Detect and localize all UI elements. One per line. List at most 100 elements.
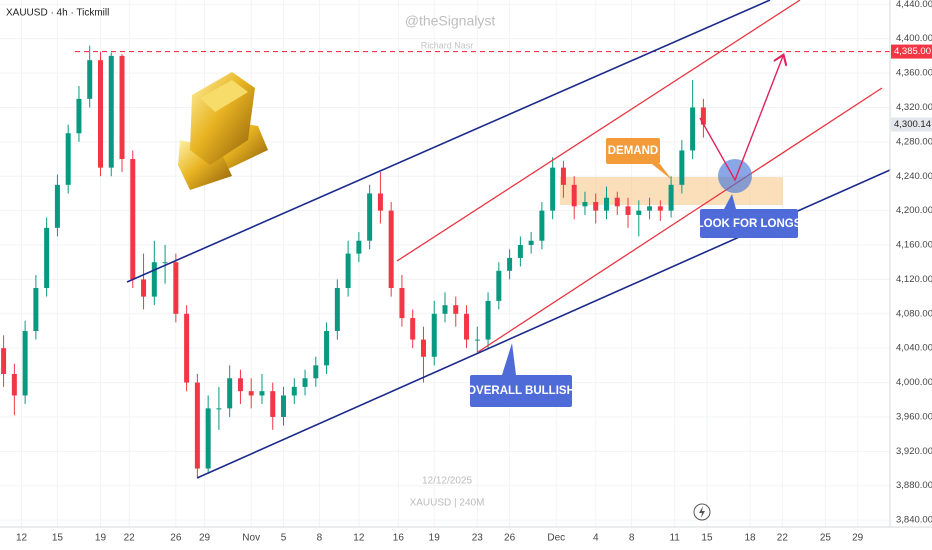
candle-body [668,184,674,211]
candle-body [647,206,653,211]
channel-upper-blue [126,0,771,283]
candle-body [496,270,502,301]
candle-body [54,184,60,228]
x-tick-label: 11 [669,533,680,544]
target-circle [718,159,752,193]
x-tick-label: 22 [777,533,789,544]
candle-body [270,391,276,417]
candle-body [205,408,211,469]
candle-body [33,288,39,331]
candle-body [464,313,470,340]
lightning-icon [693,503,711,521]
channel-upper-red [396,0,801,262]
y-tick-label: 3,960.00 [896,411,932,422]
overall-bullish-label: OVERALL BULLISH [467,343,575,407]
candle-body [76,98,82,134]
date-stamp: 12/12/2025 [422,476,472,487]
y-tick-label: 4,360.00 [896,68,932,79]
y-tick-label: 3,880.00 [896,480,932,491]
symbol-stamp: XAUUSD | 240M [410,498,485,509]
x-tick-label: 19 [429,533,441,544]
candle-layer [1,45,890,478]
y-tick-label: 4,080.00 [896,308,932,319]
candle-body [22,330,28,396]
annotation-text: OVERALL BULLISH [467,385,575,397]
x-tick-label: 22 [124,533,136,544]
candle-body [528,240,534,246]
x-tick-label: 15 [52,533,64,544]
y-tick-label: 4,280.00 [896,136,932,147]
candle-body [259,391,265,396]
candle-body [700,107,706,125]
y-tick-label: 4,240.00 [896,171,932,182]
candle-body [119,55,125,160]
candle-body [108,55,114,168]
candle-body [44,227,50,289]
candle-body [507,257,513,271]
candle-body [324,330,330,366]
candle-body [162,262,168,264]
candle-body [248,391,254,396]
channel-lower-red [477,87,883,353]
candle-body [485,300,491,340]
candle-body [237,378,243,392]
candle-body [194,382,200,469]
y-tick-label: 4,440.00 [896,0,932,10]
y-tick-label: 4,040.00 [896,343,932,354]
y-tick-label: 3,840.00 [896,515,932,526]
candle-body [539,210,545,241]
candle-body [679,150,685,185]
price-label: 4,300.14 [894,119,931,130]
candle-body [313,365,319,379]
candle-body [614,197,620,207]
candle-body [410,318,416,340]
candle-body [517,245,523,258]
candle-body [550,167,556,211]
candle-body [690,107,696,151]
candle-body [571,184,577,207]
x-tick-label: 15 [701,533,713,544]
chart-title: XAUUSD · 4h · Tickmill [6,8,109,19]
annotation-text: DEMAND [608,145,658,157]
axis-layer: 3,840.00 3,880.00 3,920.00 3,960.00 4,000.00… [16,0,932,544]
y-tick-label: 4,120.00 [896,274,932,285]
candle-body [474,339,480,341]
candle-body [442,305,448,314]
candle-body [130,159,136,280]
candle-body [97,60,103,168]
candle-body [560,167,566,185]
candle-body [388,210,394,289]
candle-body [636,210,642,215]
look-for-longs-label: LOOK FOR LONGS [697,194,802,238]
candle-body [603,197,609,211]
x-tick-label: 19 [95,533,107,544]
candle-body [227,378,233,409]
x-tick-label: 25 [820,533,832,544]
x-tick-label: 16 [393,533,405,544]
x-tick-label: 4 [593,533,599,544]
x-tick-label: 12 [16,533,28,544]
candle-body [657,206,663,211]
x-tick-label: 26 [170,533,182,544]
candle-body [65,133,71,185]
candle-body [453,305,459,314]
x-tick-label: 5 [281,533,287,544]
candle-body [334,288,340,331]
y-tick-label: 3,920.00 [896,446,932,457]
demand-label: DEMAND [606,138,672,180]
grid-layer [0,0,890,527]
annotation-text: LOOK FOR LONGS [697,218,802,230]
candle-body [420,339,426,357]
candle-body [367,193,373,241]
x-tick-label: 8 [317,533,323,544]
candle-body [216,408,222,410]
candle-body [345,253,351,289]
y-tick-label: 4,160.00 [896,240,932,251]
candle-body [184,313,190,383]
y-tick-label: 4,200.00 [896,205,932,216]
price-label-box [891,44,932,59]
candle-body [625,206,631,215]
x-tick-label: 29 [852,533,864,544]
